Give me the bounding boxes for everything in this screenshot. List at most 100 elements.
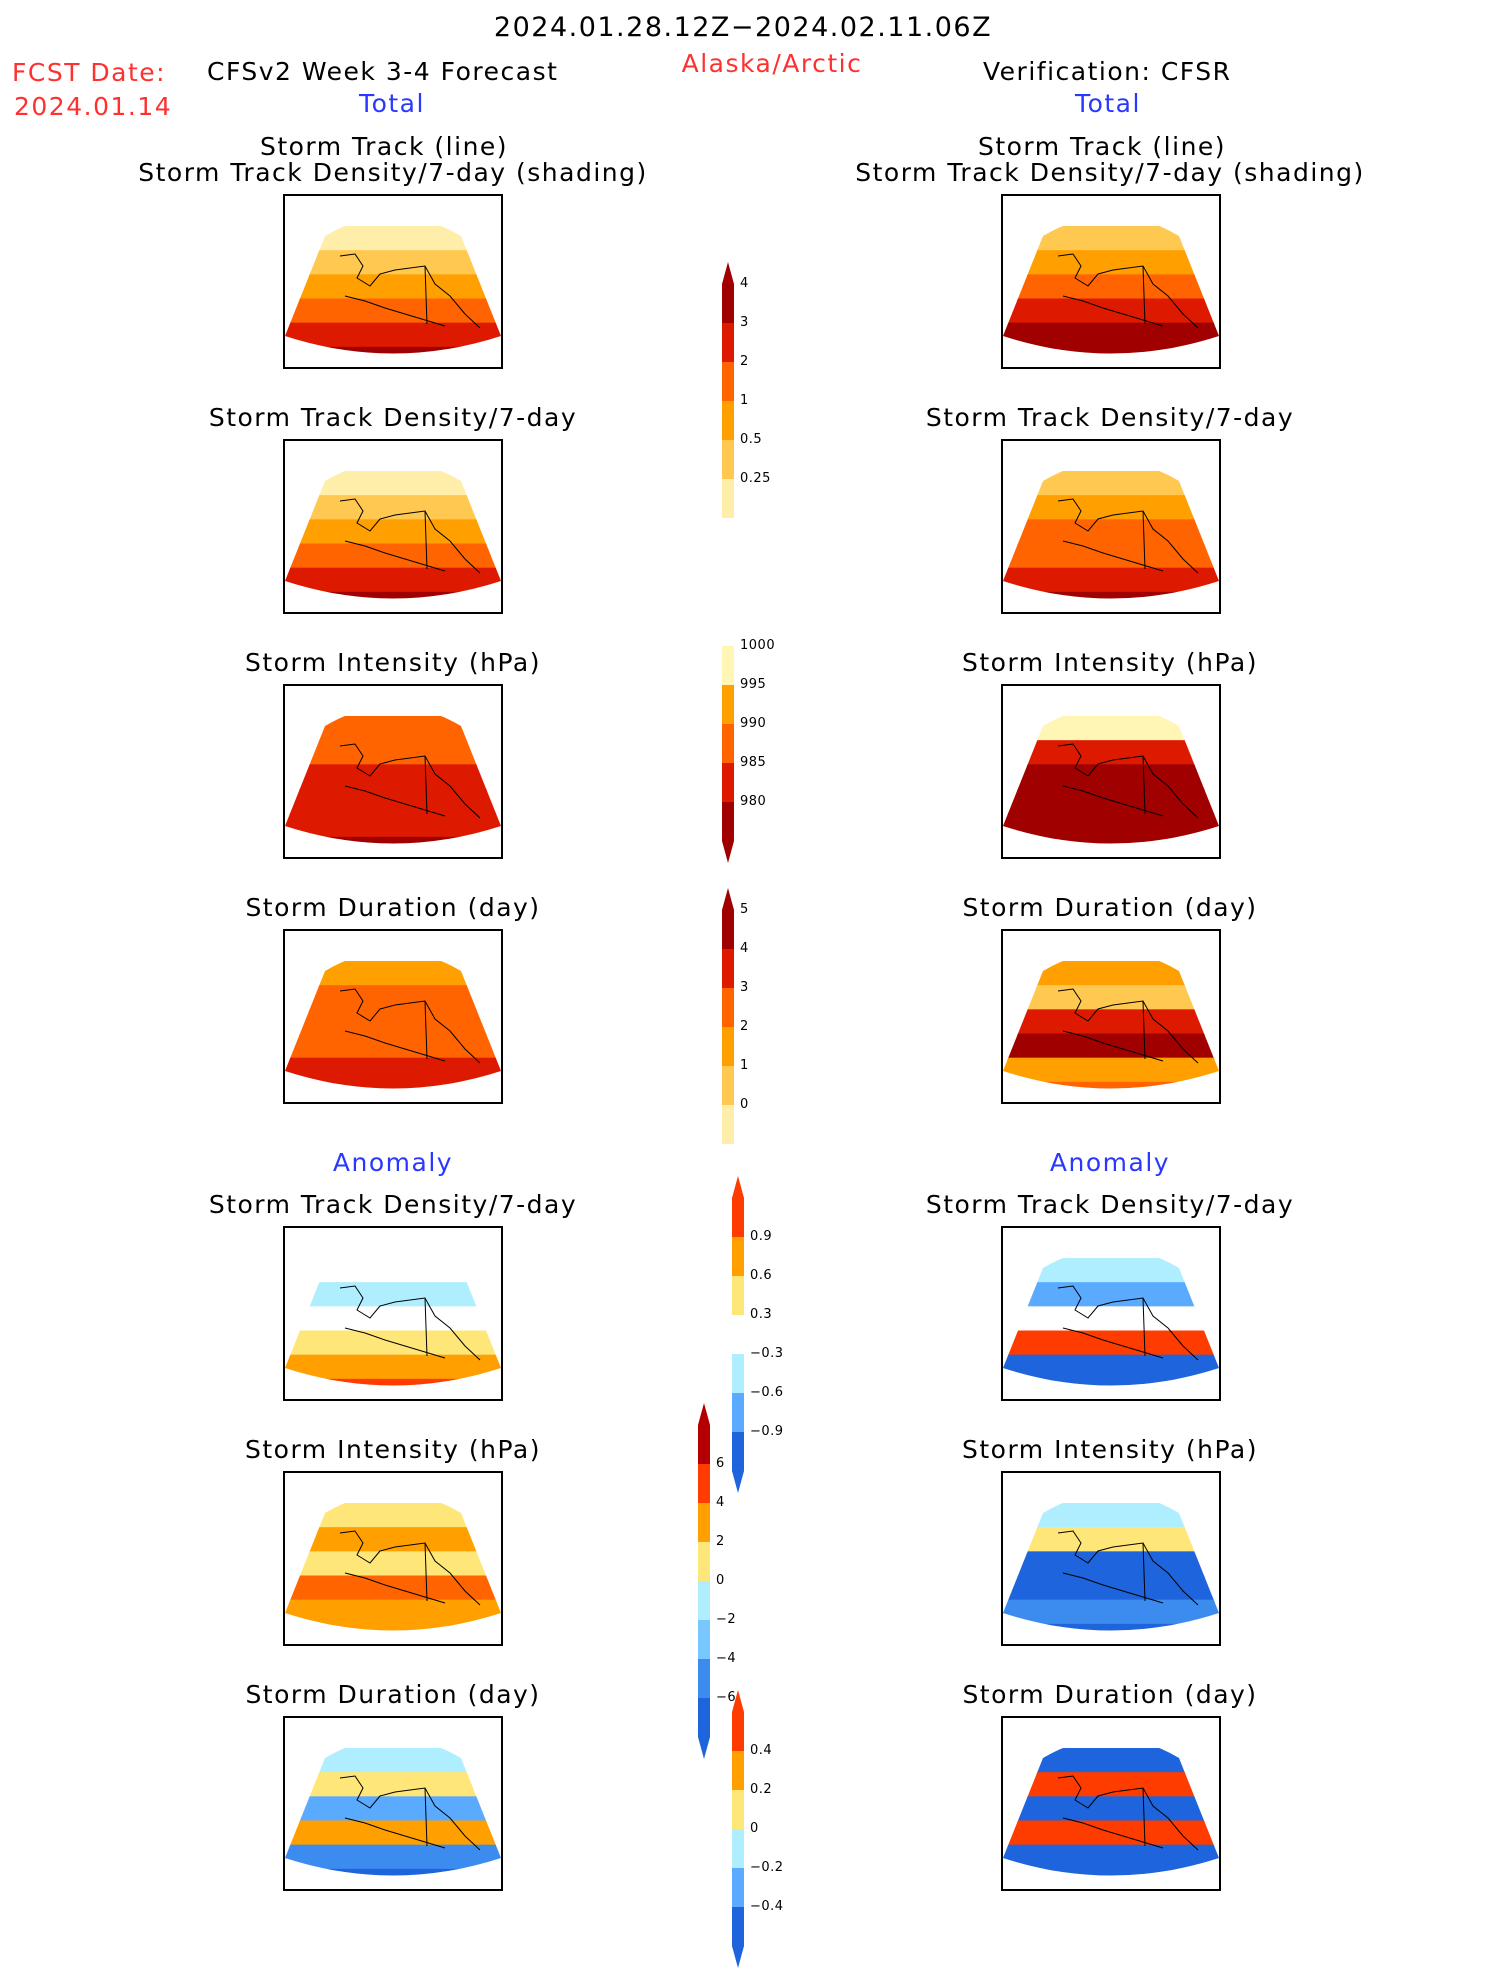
colorbar-tick-label: 0.25 xyxy=(740,471,771,486)
colorbar-tick-label: 2 xyxy=(740,1019,749,1034)
colorbar-segment xyxy=(722,988,734,1027)
colorbar-segment xyxy=(722,802,734,863)
map-shading-band xyxy=(285,1282,501,1309)
map-shading-band xyxy=(1003,1282,1219,1309)
map-shading-band xyxy=(285,1772,501,1799)
border-line xyxy=(1142,1297,1146,1357)
fcst-date-label: FCST Date: xyxy=(12,58,167,87)
map-shading-band xyxy=(1003,1748,1219,1775)
map-shading-band xyxy=(1003,519,1219,546)
colorbar-segment xyxy=(722,724,734,763)
map-shading-band xyxy=(285,788,501,815)
colorbar-graphic xyxy=(722,262,734,518)
map-shading-band xyxy=(285,1623,501,1631)
colorbar-density: 4 3 2 1 0.5 0.25 xyxy=(722,262,792,532)
map-shading-band xyxy=(1003,274,1219,301)
map-graphic xyxy=(1003,471,1219,599)
map-shading-band xyxy=(1003,1820,1219,1847)
section-total-left: Total xyxy=(359,89,425,118)
map-graphic xyxy=(1003,716,1219,844)
map-shading-band xyxy=(285,274,501,301)
map-shading-band xyxy=(1003,495,1219,522)
colorbar-tick-label: 0.3 xyxy=(750,1307,773,1322)
colorbar-segment xyxy=(722,1027,734,1066)
colorbar-tick-label: 0.4 xyxy=(750,1743,773,1758)
map-shading-band xyxy=(1003,543,1219,570)
colorbar-tick-label: 0.6 xyxy=(750,1268,773,1283)
map-graphic xyxy=(1003,1503,1219,1631)
map-shading-band xyxy=(285,1575,501,1602)
section-total-right: Total xyxy=(1075,89,1141,118)
map-shading-band xyxy=(1003,1081,1219,1089)
map-shading-band xyxy=(1003,1354,1219,1381)
map-shading-band xyxy=(285,1820,501,1847)
colorbar-segment xyxy=(722,323,734,362)
colorbar-segment xyxy=(698,1581,710,1620)
colorbar-graphic xyxy=(698,1403,710,1759)
colorbar-segment xyxy=(732,1907,744,1968)
coastline xyxy=(339,988,481,1064)
fcst-date-value: 2024.01.14 xyxy=(14,92,173,121)
map-shading-band xyxy=(285,812,501,839)
map-shading-band xyxy=(285,346,501,354)
map-shading-band xyxy=(1003,471,1219,498)
colorbar-segment xyxy=(722,440,734,479)
colorbar-segment xyxy=(732,1393,744,1432)
coastline xyxy=(1057,1775,1199,1851)
coastline xyxy=(1057,1530,1199,1606)
colorbar-tick-label: 2 xyxy=(740,354,749,369)
right-track-map xyxy=(1001,194,1221,369)
colorbar-tick-label: −2 xyxy=(716,1612,737,1627)
left-track-shading-title: Storm Track Density/7-day (shading) xyxy=(138,158,648,187)
colorbar-segment xyxy=(722,362,734,401)
colorbar-tick-label: 985 xyxy=(740,755,767,770)
map-shading-band xyxy=(1003,1623,1219,1631)
map-shading-band xyxy=(1003,961,1219,988)
coastline xyxy=(1057,988,1199,1064)
right-intensity-map xyxy=(1001,684,1221,859)
colorbar-segment xyxy=(698,1503,710,1542)
region-title: Alaska/Arctic xyxy=(681,49,863,78)
colorbar-tick-label: 5 xyxy=(740,902,749,917)
map-graphic xyxy=(1003,1258,1219,1386)
border-line xyxy=(424,1000,428,1060)
map-shading-band xyxy=(1003,1033,1219,1060)
left-anom-duration-title: Storm Duration (day) xyxy=(245,1680,541,1709)
border-line xyxy=(1142,1000,1146,1060)
map-shading-band xyxy=(285,1527,501,1554)
colorbar-anomaly-duration: 0.4 0.2 0 −0.2 −0.4 xyxy=(732,1690,802,1982)
colorbar-tick-label: −0.2 xyxy=(750,1860,784,1875)
map-shading-band xyxy=(285,543,501,570)
map-graphic xyxy=(285,471,501,599)
colorbar-tick-label: 3 xyxy=(740,315,749,330)
map-shading-band xyxy=(1003,1599,1219,1626)
border-line xyxy=(1142,510,1146,570)
colorbar-tick-label: −4 xyxy=(716,1651,737,1666)
colorbar-graphic xyxy=(732,1176,744,1493)
right-duration-map xyxy=(1001,929,1221,1104)
colorbar-segment xyxy=(722,646,734,685)
map-graphic xyxy=(285,1503,501,1631)
colorbar-tick-label: −6 xyxy=(716,1690,737,1705)
map-shading-band xyxy=(285,716,501,743)
map-graphic xyxy=(285,1258,501,1386)
colorbar-segment xyxy=(698,1620,710,1659)
left-intensity-title: Storm Intensity (hPa) xyxy=(245,648,541,677)
map-shading-band xyxy=(285,298,501,325)
right-track-shading-title: Storm Track Density/7-day (shading) xyxy=(855,158,1365,187)
colorbar-tick-label: 0.9 xyxy=(750,1229,773,1244)
colorbar-tick-label: 0 xyxy=(716,1573,725,1588)
colorbar-tick-label: 4 xyxy=(716,1495,725,1510)
map-shading-band xyxy=(285,1551,501,1578)
right-track-line-title: Storm Track (line) xyxy=(977,132,1227,161)
colorbar-segment xyxy=(722,949,734,988)
colorbar-segment xyxy=(722,401,734,440)
map-shading-band xyxy=(1003,1527,1219,1554)
colorbar-tick-label: 6 xyxy=(716,1456,725,1471)
right-anom-intensity-map xyxy=(1001,1471,1221,1646)
colorbar-segment xyxy=(732,1276,744,1315)
colorbar-segment xyxy=(732,1868,744,1907)
left-anom-density-map xyxy=(283,1226,503,1401)
colorbar-tick-label: −0.3 xyxy=(750,1346,784,1361)
colorbar-tick-label: 980 xyxy=(740,794,767,809)
